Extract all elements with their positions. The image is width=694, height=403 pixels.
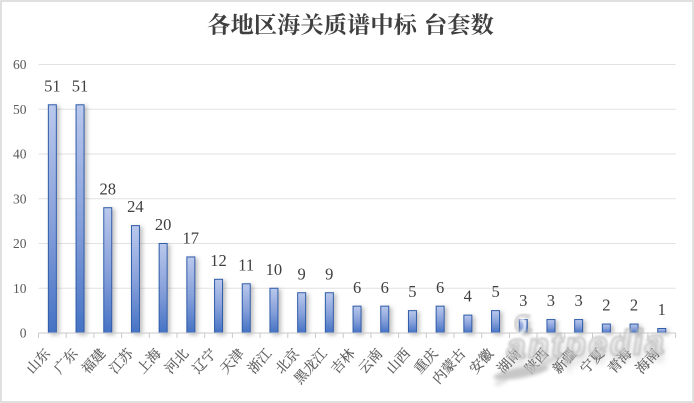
- svg-text:6: 6: [381, 278, 389, 297]
- svg-text:28: 28: [100, 179, 117, 198]
- svg-text:17: 17: [183, 229, 200, 248]
- svg-text:5: 5: [491, 282, 499, 301]
- svg-text:20: 20: [155, 215, 172, 234]
- svg-text:30: 30: [13, 191, 27, 206]
- svg-text:12: 12: [210, 251, 227, 270]
- svg-text:51: 51: [44, 76, 61, 95]
- svg-text:5: 5: [408, 282, 416, 301]
- svg-text:11: 11: [238, 255, 254, 274]
- svg-text:3: 3: [574, 291, 582, 310]
- svg-text:51: 51: [72, 76, 89, 95]
- svg-text:40: 40: [13, 147, 27, 162]
- svg-text:3: 3: [547, 291, 555, 310]
- svg-text:4: 4: [464, 287, 472, 306]
- svg-text:24: 24: [127, 197, 144, 216]
- svg-text:10: 10: [266, 260, 283, 279]
- svg-text:10: 10: [13, 281, 27, 296]
- svg-text:2: 2: [602, 296, 610, 315]
- svg-text:0: 0: [20, 326, 27, 341]
- svg-text:2: 2: [630, 296, 638, 315]
- svg-text:20: 20: [13, 236, 27, 251]
- svg-text:9: 9: [297, 264, 305, 283]
- svg-text:3: 3: [519, 291, 527, 310]
- svg-text:6: 6: [353, 278, 361, 297]
- svg-text:50: 50: [13, 102, 27, 117]
- svg-text:9: 9: [325, 264, 333, 283]
- svg-text:6: 6: [436, 278, 444, 297]
- svg-text:60: 60: [13, 57, 27, 72]
- svg-text:1: 1: [658, 300, 666, 319]
